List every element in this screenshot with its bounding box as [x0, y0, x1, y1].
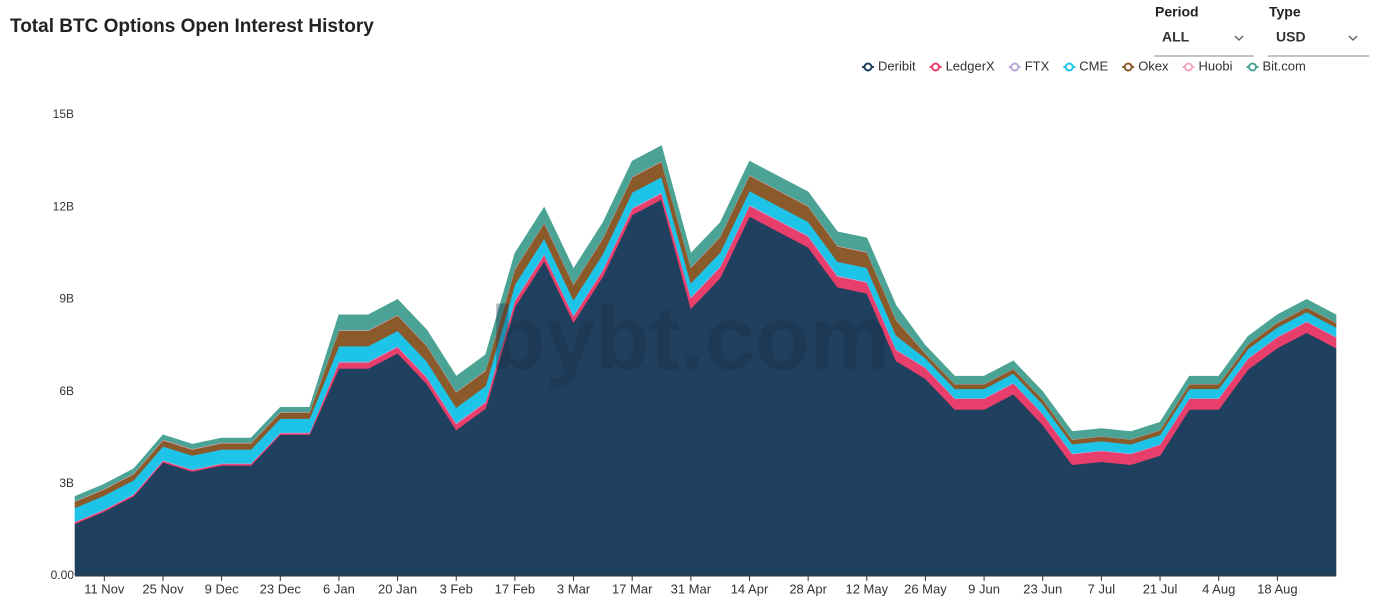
legend-marker [1248, 62, 1257, 72]
x-tick-label: 20 Jan [378, 581, 417, 596]
period-value: ALL [1162, 29, 1190, 45]
legend-marker [931, 62, 941, 72]
legend-label: FTX [1025, 58, 1050, 73]
area [74, 145, 1337, 502]
x-tick-label: 23 Dec [260, 581, 302, 596]
x-tick-label: 21 Jul [1143, 581, 1178, 596]
x-tick-label: 18 Aug [1257, 581, 1298, 596]
legend-marker [863, 62, 873, 72]
legend-marker [1064, 62, 1074, 72]
type-value: USD [1276, 29, 1306, 45]
x-tick-label: 9 Dec [205, 581, 239, 596]
y-tick-label: 0.00 [51, 568, 75, 582]
legend-marker [1010, 62, 1020, 72]
chevron [1348, 35, 1358, 42]
x-tick-label: 12 May [845, 581, 888, 596]
legend-item[interactable]: Okex [1122, 58, 1169, 73]
type-dropdown[interactable]: Type USD [1268, 4, 1369, 57]
legend-label: LedgerX [946, 58, 995, 73]
y-tick-label: 3B [59, 476, 74, 490]
legend-item[interactable]: Deribit [862, 58, 916, 73]
legend-label: Bit.com [1263, 58, 1306, 73]
x-tick-label: 25 Nov [142, 581, 184, 596]
areas [74, 145, 1337, 577]
legend-item[interactable]: Huobi [1182, 58, 1233, 73]
x-tick-label: 11 Nov [84, 581, 125, 596]
x-tick-label: 31 Mar [671, 581, 712, 596]
legend-label: CME [1079, 58, 1108, 73]
x-tick-label: 7 Jul [1088, 581, 1116, 596]
y-tick-label: 9B [59, 292, 74, 306]
x-tick-label: 17 Mar [612, 581, 653, 596]
legend-label: Huobi [1199, 58, 1233, 73]
legend-marker [1184, 62, 1194, 72]
legend-item[interactable]: CME [1063, 58, 1109, 73]
x-tick-label: 28 Apr [789, 581, 827, 596]
legend-label: Deribit [878, 58, 916, 73]
legend-item[interactable]: FTX [1008, 58, 1050, 73]
x-tick-label: 3 Mar [557, 581, 591, 596]
period-label: Period [1155, 4, 1199, 20]
chart-title: Total BTC Options Open Interest History [10, 16, 374, 37]
x-tick-label: 6 Jan [323, 581, 355, 596]
period-dropdown[interactable]: Period ALL [1154, 4, 1254, 57]
watermark: bybt.com [490, 289, 890, 389]
type-label: Type [1269, 4, 1301, 20]
legend-marker [1123, 62, 1133, 72]
x-tick-label: 14 Apr [731, 581, 769, 596]
chevron [1234, 35, 1244, 42]
legend-item[interactable]: Bit.com [1246, 58, 1306, 73]
legend-label: Okex [1138, 58, 1169, 73]
x-tick-label: 3 Feb [440, 581, 473, 596]
x-tick-label: 4 Aug [1202, 581, 1235, 596]
x-tick-label: 23 Jun [1023, 581, 1062, 596]
x-tick-label: 17 Feb [495, 581, 535, 596]
legend-item[interactable]: LedgerX [929, 58, 995, 73]
y-tick-label: 12B [53, 199, 74, 213]
x-tick-label: 9 Jun [968, 581, 1000, 596]
y-tick-label: 6B [59, 384, 74, 398]
x-tick-label: 26 May [904, 581, 947, 596]
y-tick-label: 15B [53, 107, 74, 121]
